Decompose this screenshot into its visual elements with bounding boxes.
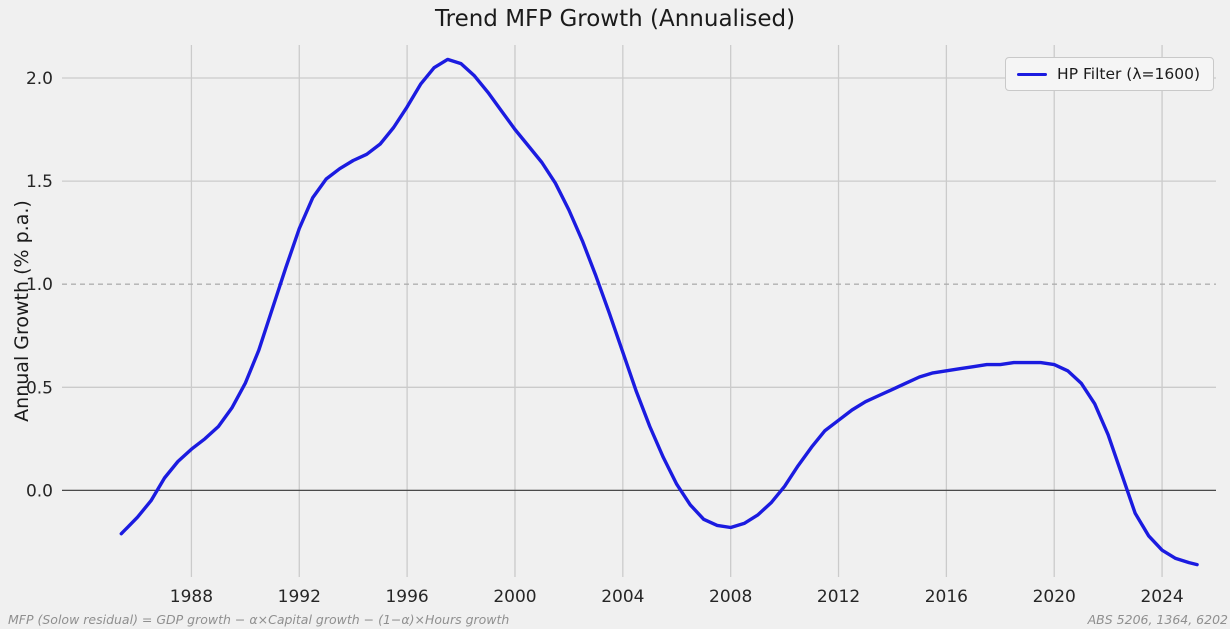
legend-label: HP Filter (λ=1600) [1057,65,1200,83]
x-tick-label: 2000 [493,587,536,607]
x-tick-label: 1988 [170,587,213,607]
y-tick-label: 0.0 [26,481,53,501]
y-tick-label: 0.5 [26,378,53,398]
x-tick-label: 1992 [278,587,321,607]
legend: HP Filter (λ=1600) [1005,57,1214,91]
y-tick-label: 1.5 [26,172,53,192]
x-tick-label: 2024 [1140,587,1183,607]
chart-title: Trend MFP Growth (Annualised) [434,6,796,32]
x-tick-label: 2004 [601,587,644,607]
formula-note: MFP (Solow residual) = GDP growth − α×Ca… [8,612,510,627]
x-tick-label: 2020 [1033,587,1076,607]
source-note: ABS 5206, 1364, 6202 [1087,612,1228,627]
x-tick-label: 2008 [709,587,752,607]
y-tick-label: 1.0 [26,275,53,295]
x-tick-label: 2012 [817,587,860,607]
x-tick-label: 2016 [925,587,968,607]
y-tick-label: 2.0 [26,69,53,89]
series-line [119,57,1199,567]
legend-line-swatch [1017,72,1048,76]
x-tick-label: 1996 [385,587,428,607]
